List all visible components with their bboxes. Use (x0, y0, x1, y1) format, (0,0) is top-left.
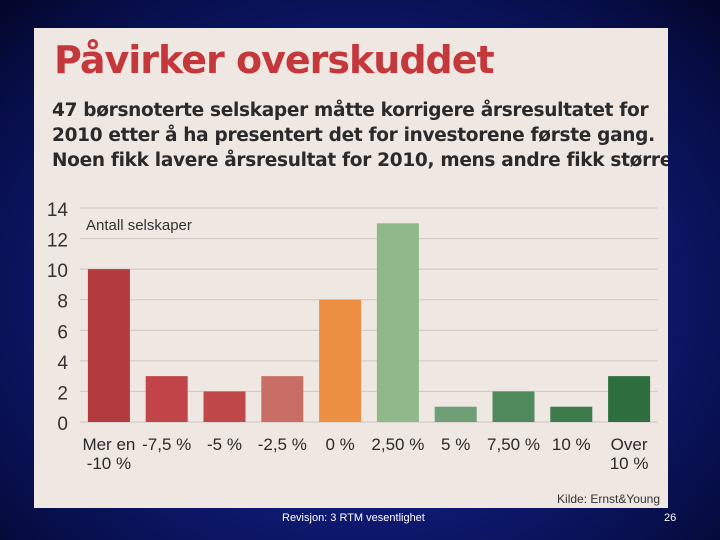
y-tick-label: 4 (57, 353, 68, 374)
x-tick-label: 7,50 % (487, 435, 540, 454)
y-tick-label: 8 (57, 292, 68, 313)
x-tick-label: -5 % (207, 435, 242, 454)
x-tick-label: 10 % (552, 435, 591, 454)
page-number: 26 (664, 512, 677, 524)
bar-chart: 0 2 4 6 8 10 12 14 Antall selskaper Mer en-10 % -7… (47, 200, 660, 506)
bar (608, 376, 651, 422)
x-tick-label: 2,50 % (371, 435, 424, 454)
bar (319, 299, 362, 422)
y-tick-label: 0 (57, 414, 68, 435)
x-tick-label: 0 % (325, 435, 354, 454)
chart-source: Kilde: Ernst&Young (557, 492, 660, 506)
bar (550, 406, 593, 422)
chart-subtitle-line-3: Noen fikk lavere årsresultat for 2010, m… (52, 150, 668, 171)
bar (434, 406, 477, 422)
x-tick-label: Mer en (82, 435, 135, 454)
x-tick-label: Over (611, 435, 648, 454)
bar (87, 269, 130, 422)
y-tick-label: 2 (57, 383, 68, 404)
chart-subtitle-line-2: 2010 etter å ha presentert det for inves… (52, 125, 655, 146)
x-tick-label: 10 % (610, 454, 649, 473)
x-tick-label: -2,5 % (258, 435, 307, 454)
y-tick-label: 14 (47, 200, 69, 221)
x-tick-label: 5 % (441, 435, 470, 454)
chart-image: Påvirker overskuddet 47 børsnoterte sels… (34, 28, 668, 508)
y-tick-label: 12 (47, 231, 68, 252)
y-tick-label: 6 (57, 322, 68, 343)
chart-subtitle-line-1: 47 børsnoterte selskaper måtte korrigere… (52, 100, 649, 121)
y-tick-label: 10 (47, 261, 68, 282)
bar (376, 223, 419, 422)
slide-footer: Revisjon: 3 RTM vesentlighet (282, 512, 425, 524)
y-axis-label: Antall selskaper (86, 217, 192, 234)
chart-title: Påvirker overskuddet (54, 38, 495, 82)
x-tick-label: -10 % (87, 454, 131, 473)
bar (492, 391, 535, 422)
bar (261, 376, 304, 422)
bar (145, 376, 188, 422)
x-tick-label: -7,5 % (142, 435, 191, 454)
bar (203, 391, 246, 422)
